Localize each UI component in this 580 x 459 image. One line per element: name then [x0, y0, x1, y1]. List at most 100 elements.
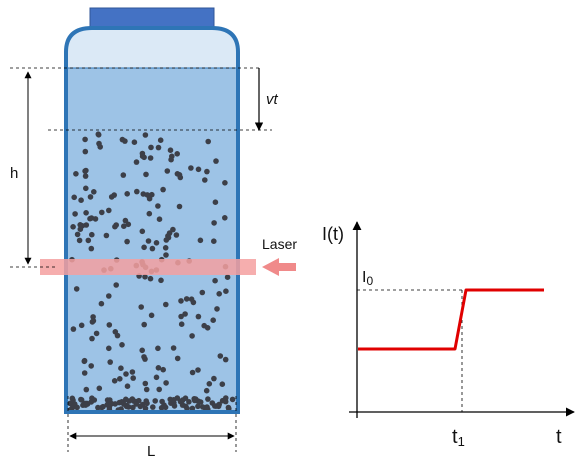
- particle: [148, 144, 154, 151]
- particle: [91, 397, 98, 403]
- particle: [96, 385, 103, 392]
- particle: [82, 136, 88, 143]
- particle: [147, 275, 154, 282]
- particle: [74, 404, 80, 411]
- particle: [205, 138, 211, 145]
- particle: [223, 288, 229, 295]
- particle: [155, 203, 161, 209]
- particle: [147, 155, 154, 161]
- particle: [69, 395, 76, 402]
- t1-label: t1: [452, 426, 465, 449]
- particle: [222, 356, 229, 363]
- particle: [134, 188, 140, 195]
- particle: [155, 144, 162, 151]
- headspace: [66, 28, 238, 68]
- particle: [141, 321, 147, 328]
- particle: [120, 172, 127, 178]
- particle: [99, 404, 105, 411]
- intensity-signal: [358, 288, 544, 351]
- particle: [204, 168, 210, 175]
- particle: [178, 321, 185, 328]
- particle: [117, 376, 123, 382]
- particle: [90, 314, 96, 320]
- particle: [157, 137, 164, 143]
- particle: [130, 404, 136, 411]
- particle: [171, 403, 178, 409]
- particle: [224, 274, 231, 281]
- particle: [217, 353, 224, 359]
- particle: [145, 238, 152, 244]
- particle: [166, 230, 173, 236]
- particle: [82, 168, 88, 174]
- particle: [133, 401, 139, 407]
- particle: [146, 195, 153, 202]
- particle: [216, 401, 222, 408]
- particle: [219, 381, 226, 388]
- particle: [73, 286, 80, 292]
- particle: [107, 401, 114, 407]
- particle: [77, 222, 83, 228]
- particle: [178, 313, 184, 320]
- particle: [142, 274, 148, 280]
- particle: [139, 228, 146, 235]
- particle: [141, 244, 147, 251]
- particle: [197, 237, 204, 244]
- particle: [129, 369, 136, 375]
- particle: [188, 296, 195, 303]
- particle: [72, 211, 78, 217]
- particle: [153, 240, 160, 246]
- particle: [85, 237, 92, 244]
- particle: [80, 402, 86, 409]
- particle: [99, 209, 105, 216]
- particle: [210, 317, 216, 324]
- particle: [155, 365, 162, 371]
- particle: [212, 199, 219, 205]
- particle: [71, 194, 77, 201]
- particle: [184, 405, 190, 412]
- y-axis-label: I(t): [322, 224, 344, 244]
- particle: [176, 203, 183, 210]
- particle: [70, 326, 77, 332]
- particle: [74, 231, 81, 238]
- particle: [183, 296, 190, 302]
- particle: [142, 132, 149, 138]
- particle: [229, 396, 236, 403]
- particle: [170, 397, 177, 403]
- particle: [223, 395, 229, 401]
- particle: [202, 177, 208, 183]
- h-label: h: [10, 165, 18, 182]
- particle: [123, 396, 129, 403]
- particle: [78, 396, 84, 403]
- particle: [78, 322, 85, 329]
- particle: [95, 404, 101, 411]
- particle: [195, 403, 201, 410]
- particle: [98, 300, 105, 307]
- particle: [158, 277, 164, 284]
- particle: [107, 359, 113, 365]
- particle: [182, 311, 188, 317]
- particle: [142, 380, 149, 387]
- particle: [203, 387, 210, 394]
- particle: [146, 210, 153, 217]
- particle: [189, 333, 195, 339]
- particle: [123, 371, 129, 377]
- particle: [170, 345, 177, 351]
- particle: [160, 186, 166, 193]
- particle: [78, 197, 84, 203]
- vt-label: vt: [266, 91, 279, 108]
- particle: [119, 342, 125, 348]
- particle: [156, 216, 163, 222]
- particle: [148, 312, 155, 319]
- particle: [92, 216, 99, 222]
- particle: [212, 403, 218, 409]
- container: [64, 26, 240, 414]
- particle: [177, 174, 184, 181]
- intensity-graph: I(t) t I0 t1: [322, 221, 575, 449]
- l-label: L: [147, 443, 155, 459]
- particle: [77, 226, 84, 232]
- particle: [163, 301, 169, 308]
- particle: [121, 223, 127, 229]
- particle: [197, 399, 204, 405]
- particle: [178, 298, 184, 304]
